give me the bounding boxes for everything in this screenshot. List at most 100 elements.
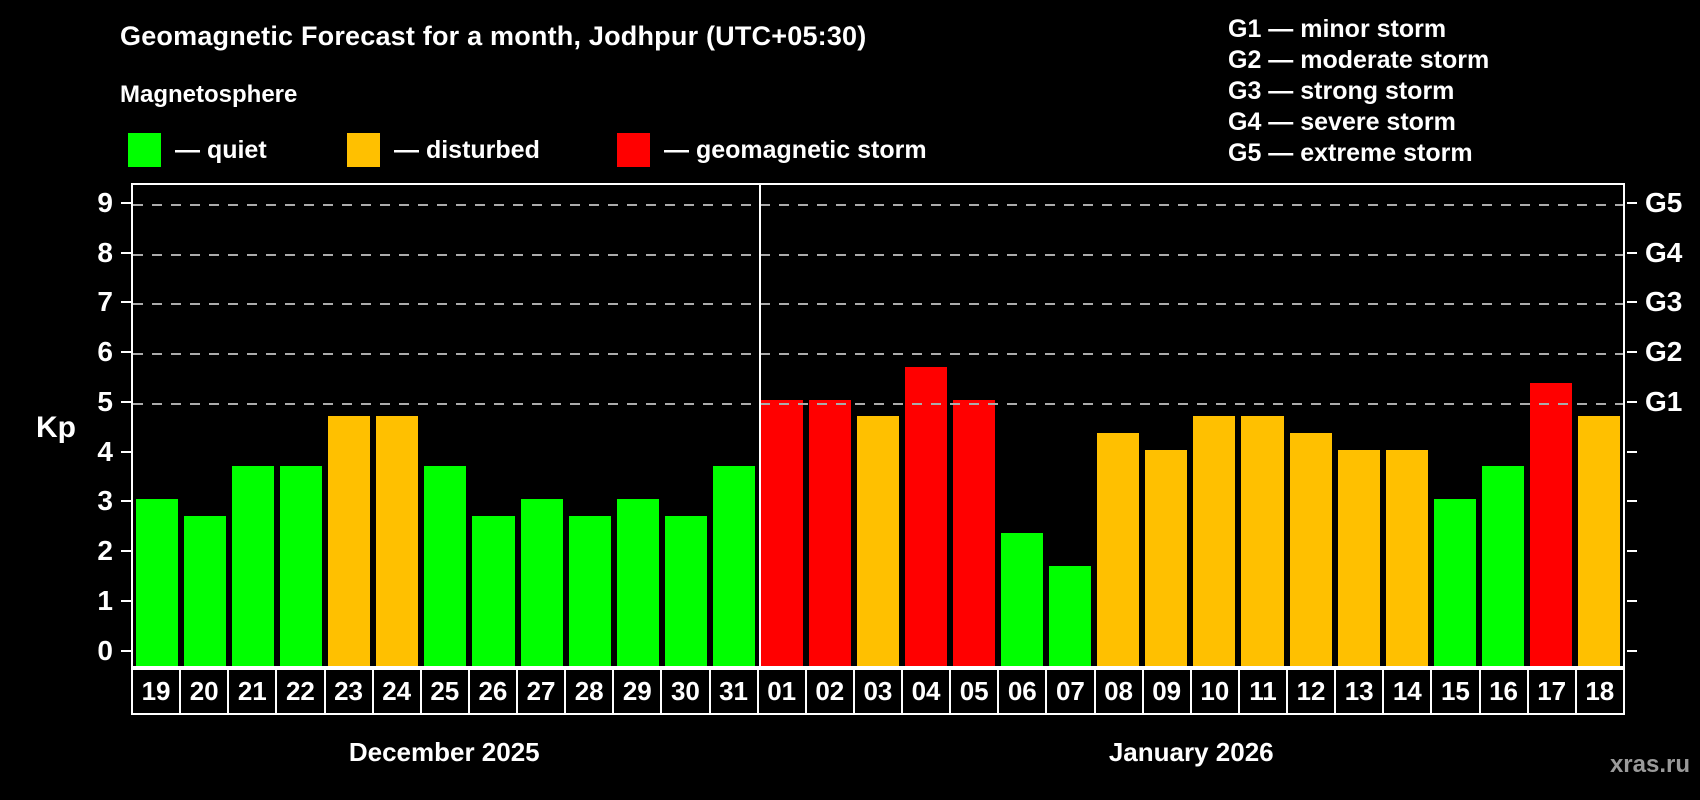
bar-slot-05: [950, 185, 998, 666]
bar-slot-25: [421, 185, 469, 666]
left-axis-tick-0: [121, 649, 131, 652]
kp-bar-day-16: [1481, 466, 1524, 666]
right-axis-tick-3: [1627, 500, 1637, 503]
kp-bar-day-11: [1241, 416, 1284, 666]
gridline-kp-9: [133, 203, 1623, 206]
kp-bar-day-24: [376, 416, 419, 666]
legend-item-storm: — geomagnetic storm: [617, 132, 927, 168]
day-label-22: 22: [275, 668, 326, 715]
y-tick-label-0: 0: [97, 634, 113, 666]
kp-bar-day-30: [664, 515, 707, 666]
y-tick-label-4: 4: [97, 435, 113, 467]
bar-slot-10: [1190, 185, 1238, 666]
bar-slot-17: [1527, 185, 1575, 666]
y-tick-label-2: 2: [97, 535, 113, 567]
kp-bar-day-27: [520, 499, 563, 666]
y-tick-label-6: 6: [97, 336, 113, 368]
bar-slot-24: [373, 185, 421, 666]
day-label-19: 19: [131, 668, 182, 715]
right-axis-label-G4: G4: [1645, 236, 1683, 268]
kp-bar-day-07: [1049, 565, 1092, 666]
month-divider-line: [758, 185, 761, 670]
day-label-15: 15: [1430, 668, 1481, 715]
day-label-04: 04: [901, 668, 952, 715]
kp-bar-day-21: [232, 466, 275, 666]
day-label-30: 30: [660, 668, 711, 715]
chart-subtitle: Magnetosphere: [120, 81, 298, 108]
bar-slot-29: [614, 185, 662, 666]
kp-bar-day-02: [808, 399, 851, 666]
kp-bar-day-08: [1097, 433, 1140, 666]
g-legend-line: G2 — moderate storm: [1228, 46, 1490, 74]
legend-item-quiet: — quiet: [128, 132, 267, 168]
y-tick-label-7: 7: [97, 286, 113, 318]
day-label-25: 25: [419, 668, 470, 715]
kp-bar-day-15: [1433, 499, 1476, 666]
day-label-26: 26: [467, 668, 518, 715]
kp-bar-day-12: [1289, 433, 1332, 666]
bar-slot-16: [1479, 185, 1527, 666]
bar-slot-26: [469, 185, 517, 666]
chart-title: Geomagnetic Forecast for a month, Jodhpu…: [120, 21, 867, 51]
day-label-16: 16: [1478, 668, 1529, 715]
right-axis-tick-8: [1627, 251, 1637, 254]
kp-bar-day-28: [568, 515, 611, 666]
right-axis-tick-2: [1627, 550, 1637, 553]
right-axis-tick-5: [1627, 400, 1637, 403]
y-tick-label-3: 3: [97, 485, 113, 517]
bar-slot-27: [518, 185, 566, 666]
quiet-color-swatch: [128, 133, 161, 167]
right-axis-tick-4: [1627, 450, 1637, 453]
g-scale-legend: G1 — minor storm G2 — moderate storm G3 — …: [1228, 14, 1489, 169]
day-label-10: 10: [1189, 668, 1240, 715]
gridline-kp-8: [133, 253, 1623, 256]
bar-slot-28: [566, 185, 614, 666]
kp-bar-day-03: [856, 416, 899, 666]
legend-label-quiet: — quiet: [175, 135, 267, 164]
day-label-01: 01: [756, 668, 807, 715]
bar-slot-06: [998, 185, 1046, 666]
bar-slot-20: [181, 185, 229, 666]
kp-bar-day-23: [328, 416, 371, 666]
bar-slot-01: [758, 185, 806, 666]
bar-slot-19: [133, 185, 181, 666]
left-axis-tick-9: [121, 201, 131, 204]
bar-slot-03: [854, 185, 902, 666]
bar-slot-18: [1575, 185, 1623, 666]
day-label-03: 03: [852, 668, 903, 715]
day-label-23: 23: [323, 668, 374, 715]
day-label-27: 27: [516, 668, 567, 715]
kp-bar-day-14: [1385, 449, 1428, 666]
g-legend-line: G5 — extreme storm: [1228, 139, 1473, 167]
kp-bar-day-01: [760, 399, 803, 666]
day-label-21: 21: [227, 668, 278, 715]
month-label-december: December 2025: [348, 737, 540, 767]
day-label-28: 28: [564, 668, 615, 715]
left-axis-tick-2: [121, 550, 131, 553]
right-axis-tick-0: [1627, 649, 1637, 652]
day-label-08: 08: [1093, 668, 1144, 715]
g-legend-line: G1 — minor storm: [1228, 15, 1447, 43]
kp-bar-day-26: [472, 515, 515, 666]
day-label-31: 31: [708, 668, 759, 715]
day-label-02: 02: [804, 668, 855, 715]
y-tick-label-8: 8: [97, 236, 113, 268]
day-label-17: 17: [1526, 668, 1577, 715]
left-axis-tick-3: [121, 500, 131, 503]
storm-color-swatch: [617, 133, 650, 167]
bar-slot-13: [1335, 185, 1383, 666]
plot-area: [131, 183, 1625, 670]
day-label-20: 20: [179, 668, 230, 715]
kp-bar-day-10: [1193, 416, 1236, 666]
kp-bar-day-20: [184, 515, 227, 666]
gridline-kp-6: [133, 353, 1623, 356]
bar-slot-07: [1046, 185, 1094, 666]
bar-slot-31: [710, 185, 758, 666]
right-axis-label-G2: G2: [1645, 336, 1683, 368]
right-axis-label-G5: G5: [1645, 186, 1683, 218]
day-label-24: 24: [371, 668, 422, 715]
bar-slot-23: [325, 185, 373, 666]
day-label-05: 05: [949, 668, 1000, 715]
day-label-07: 07: [1045, 668, 1096, 715]
